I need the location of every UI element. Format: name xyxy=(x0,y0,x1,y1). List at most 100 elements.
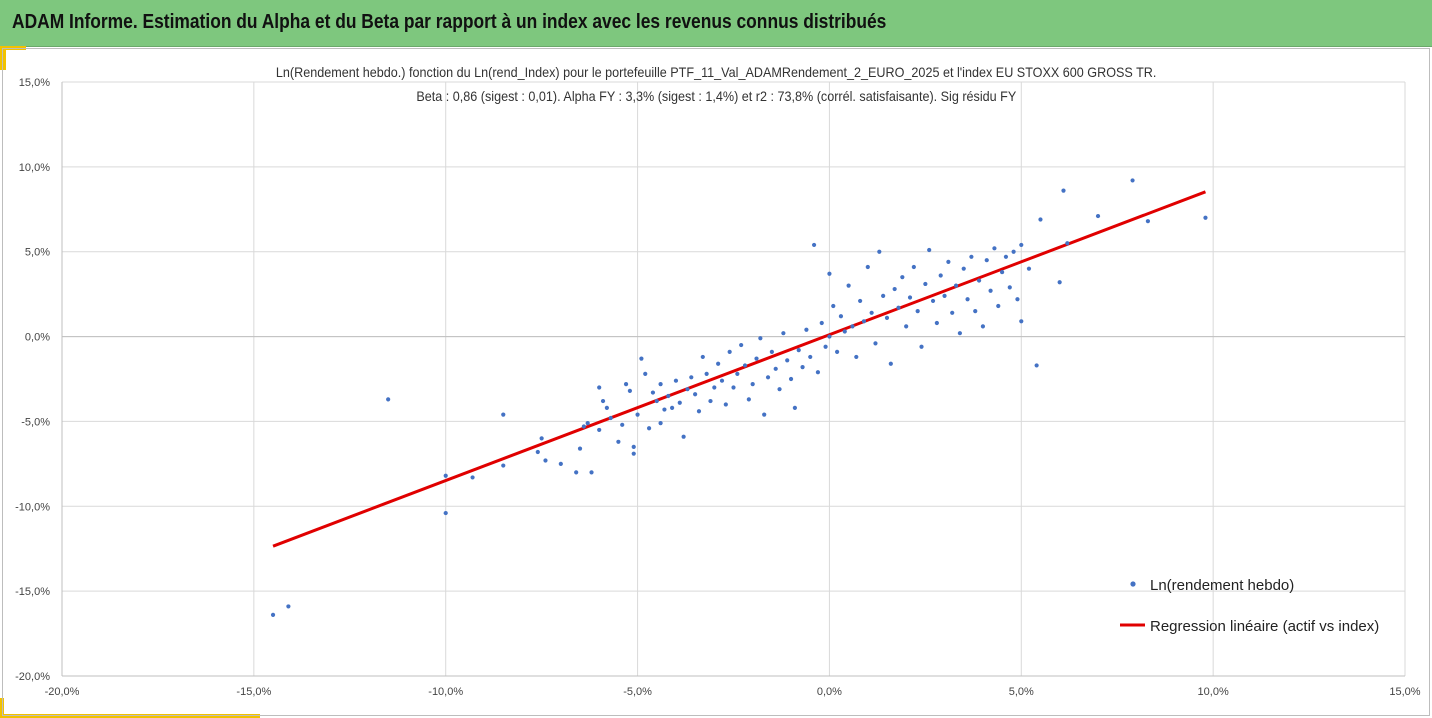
chart-title-line-2: Beta : 0,86 (sigest : 0,01). Alpha FY : … xyxy=(0,88,1432,104)
data-point xyxy=(1038,217,1043,222)
data-point xyxy=(712,385,717,390)
data-point xyxy=(1095,213,1101,219)
data-point xyxy=(815,370,821,375)
data-point xyxy=(286,604,291,609)
data-point xyxy=(608,415,613,421)
data-point xyxy=(858,298,863,304)
data-point xyxy=(842,329,847,334)
data-point xyxy=(670,405,675,410)
data-point xyxy=(719,378,725,383)
data-point xyxy=(996,303,1001,309)
data-point xyxy=(1034,363,1039,368)
data-point xyxy=(827,271,832,276)
data-point xyxy=(597,385,602,390)
data-point xyxy=(1019,319,1024,324)
data-point xyxy=(762,412,767,417)
data-point xyxy=(270,612,276,618)
data-point xyxy=(658,421,663,426)
data-point xyxy=(823,344,828,349)
data-point xyxy=(597,427,602,433)
data-point xyxy=(1019,242,1024,248)
data-point xyxy=(543,458,548,463)
y-tick-label: -15,0% xyxy=(15,586,50,598)
data-point xyxy=(808,354,813,360)
data-point xyxy=(386,397,391,402)
data-point xyxy=(881,293,886,298)
data-point xyxy=(785,358,790,363)
data-point xyxy=(501,463,506,468)
x-tick-label: -20,0% xyxy=(45,686,80,698)
data-point xyxy=(643,371,648,377)
data-point xyxy=(1026,266,1032,271)
data-point xyxy=(930,298,936,304)
data-point xyxy=(631,451,636,456)
data-point xyxy=(681,434,686,439)
data-point xyxy=(758,336,763,341)
chart-title-line-1-text: Ln(Rendement hebdo.) fonction du Ln(rend… xyxy=(275,64,1157,80)
data-point xyxy=(693,392,698,397)
data-point xyxy=(1011,249,1016,254)
legend-label-regression: Regression linéaire (actif vs index) xyxy=(1150,618,1379,635)
x-tick-label: 10,0% xyxy=(1198,686,1229,698)
x-tick-label: -15,0% xyxy=(236,686,271,698)
data-point xyxy=(677,400,682,405)
data-point xyxy=(850,324,855,329)
chart-title-line-2-text: Beta : 0,86 (sigest : 0,01). Alpha FY : … xyxy=(416,88,1016,104)
data-point xyxy=(827,334,832,339)
data-point xyxy=(585,421,590,426)
data-point xyxy=(535,449,540,455)
data-point xyxy=(1000,269,1005,275)
data-point xyxy=(700,354,705,360)
data-point xyxy=(988,288,993,293)
data-point xyxy=(865,264,870,270)
regression-line xyxy=(272,190,1207,548)
x-tick-label: -5,0% xyxy=(623,686,652,698)
data-point xyxy=(777,387,782,392)
x-tick-label: 15,0% xyxy=(1389,686,1420,698)
data-point xyxy=(788,376,794,382)
data-point xyxy=(942,293,947,298)
data-point xyxy=(938,273,943,278)
data-point xyxy=(646,426,652,431)
data-point xyxy=(835,349,840,354)
data-point xyxy=(861,319,867,324)
data-point xyxy=(704,371,709,377)
data-point xyxy=(577,446,583,451)
y-tick-label: 0,0% xyxy=(25,332,50,344)
data-point xyxy=(884,315,890,321)
data-point xyxy=(666,393,671,399)
data-point xyxy=(604,405,609,410)
data-point xyxy=(742,363,748,368)
data-point xyxy=(950,310,955,315)
data-point xyxy=(969,254,974,259)
data-point xyxy=(976,278,982,283)
data-point xyxy=(984,258,989,263)
data-point xyxy=(600,398,606,404)
data-point xyxy=(781,331,786,336)
data-point xyxy=(558,461,563,466)
data-point xyxy=(539,436,544,441)
data-point xyxy=(574,470,579,475)
legend-label-points: Ln(rendement hebdo) xyxy=(1150,577,1294,594)
y-tick-label: -20,0% xyxy=(15,671,50,683)
data-point xyxy=(892,286,897,292)
data-point xyxy=(811,242,817,248)
chart-frame xyxy=(2,48,1430,716)
y-tick-label: 10,0% xyxy=(19,162,50,174)
data-point xyxy=(1061,188,1066,193)
data-point xyxy=(501,412,506,417)
legend-marker-points xyxy=(1130,581,1136,587)
data-point xyxy=(919,344,924,349)
data-point xyxy=(900,275,905,280)
data-point xyxy=(627,388,632,393)
data-point xyxy=(888,361,893,366)
data-point xyxy=(957,331,962,336)
y-tick-label: -5,0% xyxy=(21,416,50,428)
data-point xyxy=(650,390,656,395)
data-point xyxy=(443,473,448,478)
data-point xyxy=(631,444,636,449)
data-point xyxy=(765,375,771,380)
data-point xyxy=(1203,215,1208,220)
data-point xyxy=(907,295,913,300)
